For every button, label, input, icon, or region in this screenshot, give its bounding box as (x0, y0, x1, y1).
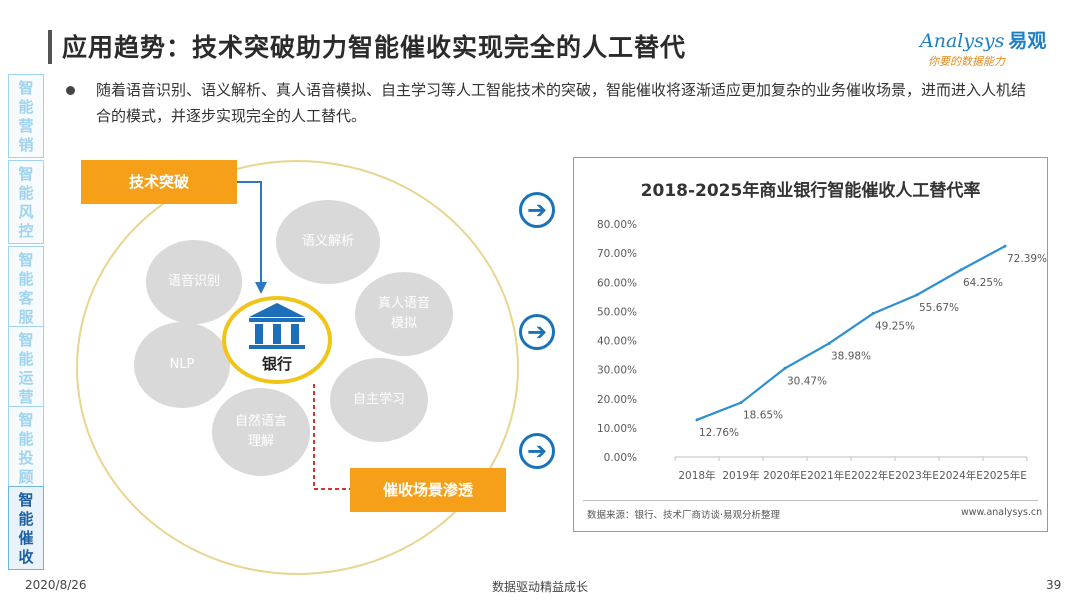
data-point (739, 401, 743, 405)
bubble-speech-recognition: 语音识别 (146, 240, 242, 324)
sidebar-item-label: 智能营销 (18, 79, 34, 154)
y-tick-label: 10.00% (597, 423, 637, 435)
sidebar-item-customer-service[interactable]: 智能客服 (8, 246, 44, 330)
sidebar-item-label: 智能投顾 (18, 411, 34, 486)
bank-building-icon (249, 303, 305, 349)
data-point (959, 268, 963, 272)
data-point (915, 293, 919, 297)
page-number: 39 (1046, 578, 1062, 592)
bullet-dot (66, 86, 75, 95)
x-tick-label: 2020年E (763, 469, 807, 482)
y-tick-label: 40.00% (597, 336, 637, 348)
sidebar-item-label: 智能客服 (18, 251, 34, 326)
data-label: 30.47% (787, 375, 827, 387)
bubble-nlp: NLP (134, 322, 230, 408)
bubble-label: 自然语言理解 (234, 414, 287, 449)
tech-to-bank-arrowhead (255, 282, 267, 294)
x-tick-label: 2025年E (983, 469, 1027, 482)
footer-slogan: 数据驱动精益成长 (491, 580, 588, 594)
sidebar-item-label: 智能催收 (18, 491, 34, 566)
y-tick-label: 50.00% (597, 306, 637, 318)
bubble-label: NLP (169, 357, 195, 372)
tech-breakthrough-box: 技术突破 (81, 160, 237, 204)
series-line (696, 245, 1006, 421)
logo-wordmark: Analysys (920, 30, 1005, 52)
sidebar-item-operation[interactable]: 智能运营 (8, 326, 44, 408)
logo-brand: 易观 (1008, 30, 1047, 52)
x-tick-label: 2022年E (851, 469, 895, 482)
tech-ecosystem-ellipse (76, 160, 519, 575)
x-tick-label: 2021年E (807, 469, 851, 482)
bubble-self-learning: 自主学习 (330, 358, 428, 442)
sidebar-item-label: 智能运营 (18, 331, 34, 406)
page-title: 应用趋势：技术突破助力智能催收实现完全的人工替代 (62, 33, 687, 62)
data-label: 55.67% (919, 302, 959, 314)
arrow-glyph: ➔ (526, 196, 548, 224)
line-chart: 0.00% 10.00% 20.00% 30.00% 40.00% 50.00% 60.00… (597, 219, 1047, 482)
bubble-voice-simulation: 真人语音模拟 (355, 272, 453, 356)
y-tick-label: 80.00% (597, 219, 637, 231)
scene-penetration-box: 催收场景渗透 (350, 468, 506, 512)
y-tick-label: 70.00% (597, 248, 637, 260)
data-label: 18.65% (743, 410, 783, 422)
data-point (695, 418, 699, 422)
bubble-label: 自主学习 (352, 392, 405, 407)
x-tick-label: 2024年E (939, 469, 983, 482)
analysys-logo: Analysys 易观 你要的数据能力 (920, 26, 1060, 70)
y-tick-label: 0.00% (604, 452, 637, 464)
title-accent-bar (48, 30, 52, 64)
data-label: 12.76% (699, 427, 739, 439)
chart-url: www.analysys.cn (961, 507, 1043, 518)
arrow-glyph: ➔ (526, 318, 548, 346)
bubble-label: 真人语音模拟 (377, 296, 430, 331)
data-point (783, 366, 787, 370)
bubble-nl-understanding: 自然语言理解 (212, 388, 310, 476)
y-tick-label: 30.00% (597, 365, 637, 377)
x-tick-label: 2023年E (895, 469, 939, 482)
arrow-glyph: ➔ (526, 437, 548, 465)
data-label: 64.25% (963, 277, 1003, 289)
footer-date: 2020/8/26 (25, 578, 87, 592)
bubble-label: 语义解析 (301, 234, 354, 249)
arrow-right-icon: ➔ (519, 433, 555, 469)
bubble-label: 语音识别 (167, 274, 220, 289)
sidebar-item-risk-control[interactable]: 智能风控 (8, 160, 44, 244)
chart-title: 2018-2025年商业银行智能催收人工替代率 (640, 181, 981, 201)
bank-label: 银行 (261, 355, 292, 373)
data-point (827, 341, 831, 345)
data-label: 49.25% (875, 321, 915, 333)
bank-to-scene-line (313, 384, 350, 490)
sidebar-item-collection[interactable]: 智能催收 (8, 486, 44, 570)
bullet-text: 随着语音识别、语义解析、真人语音模拟、自主学习等人工智能技术的突破，智能催收将逐… (96, 81, 1027, 125)
y-tick-label: 60.00% (597, 277, 637, 289)
tech-to-bank-arrow (237, 181, 262, 288)
arrow-right-icon: ➔ (519, 192, 555, 228)
arrow-right-icon: ➔ (519, 314, 555, 350)
x-tick-label: 2018年 (678, 469, 715, 482)
chart-panel (573, 157, 1048, 532)
chart-source: 数据来源：银行、技术厂商访谈·易观分析整理 (587, 510, 781, 521)
logo-slogan: 你要的数据能力 (928, 55, 1005, 68)
y-tick-label: 20.00% (597, 394, 637, 406)
data-point (871, 312, 875, 316)
x-tick-label: 2019年 (722, 469, 759, 482)
sidebar-item-label: 智能风控 (18, 165, 34, 240)
bubble-semantic-parsing: 语义解析 (276, 200, 380, 284)
data-point (1003, 244, 1007, 248)
source-divider (583, 500, 1038, 501)
data-label: 72.39% (1007, 253, 1047, 265)
data-label: 38.98% (831, 350, 871, 362)
sidebar-item-marketing[interactable]: 智能营销 (8, 74, 44, 158)
